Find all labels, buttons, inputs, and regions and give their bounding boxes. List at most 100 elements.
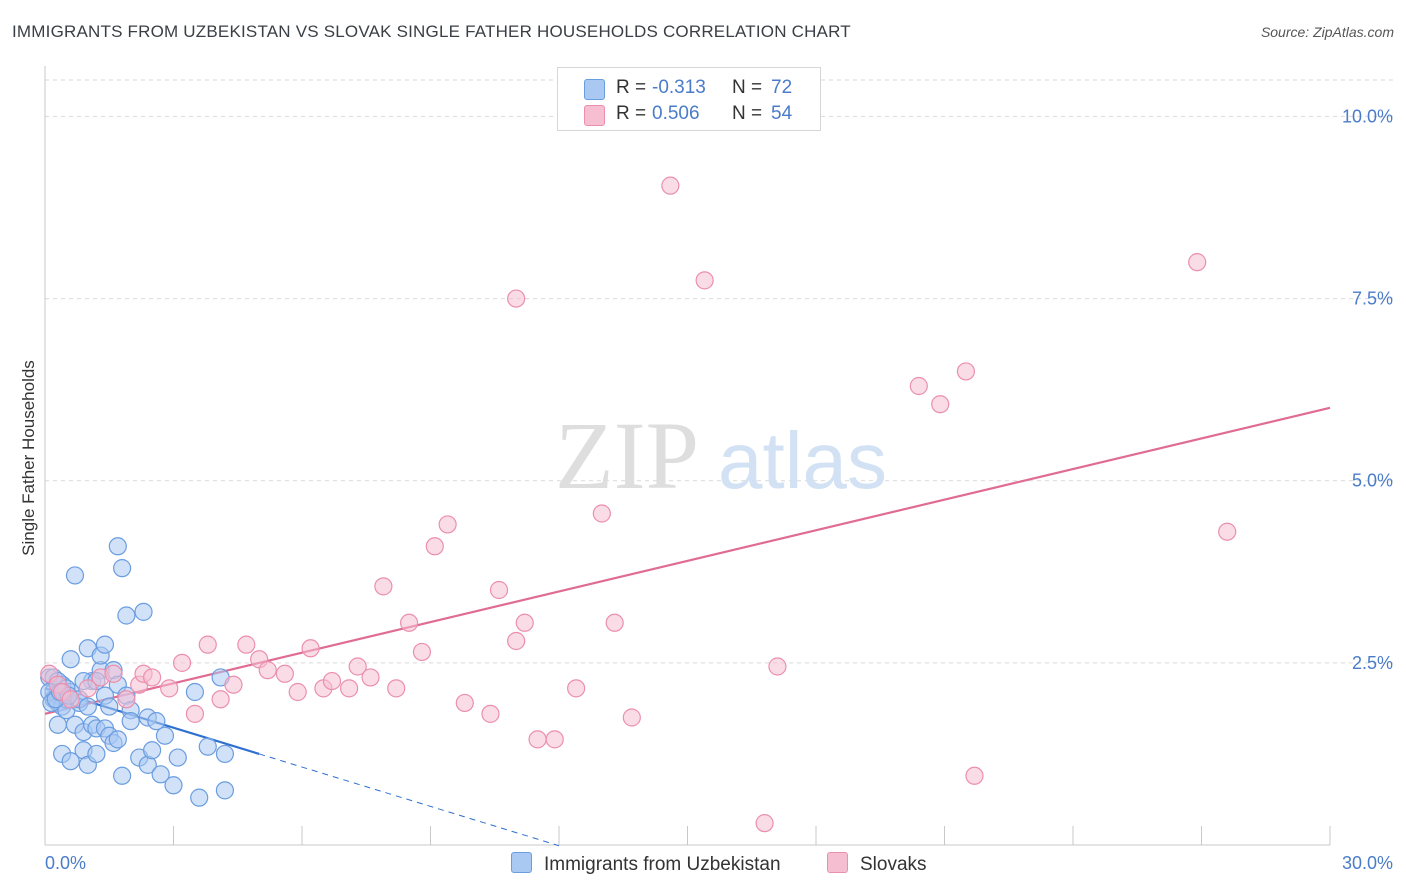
watermark-zip: ZIP: [555, 402, 699, 509]
point-slovak: [622, 708, 641, 727]
point-slovak: [507, 631, 526, 651]
point-slovak: [185, 704, 205, 723]
point-uzbekistan: [112, 766, 132, 785]
point-slovak: [340, 679, 359, 698]
y-tick-label: 7.5%: [1352, 289, 1393, 309]
point-slovak: [507, 289, 526, 308]
source-label: Source: ZipAtlas.com: [1260, 24, 1394, 40]
legend-r-label: R =: [616, 103, 647, 124]
point-uzbekistan: [61, 650, 80, 669]
point-uzbekistan: [190, 788, 209, 807]
point-slovak: [755, 814, 774, 833]
point-uzbekistan: [134, 602, 153, 621]
y-axis-label: Single Father Households: [19, 360, 38, 556]
point-slovak: [481, 704, 500, 723]
point-slovak: [438, 515, 457, 534]
legend-r-value: -0.313: [652, 77, 706, 98]
bottom-legend-label: Immigrants from Uzbekistan: [544, 854, 781, 875]
point-slovak: [224, 675, 243, 694]
point-uzbekistan: [215, 781, 234, 800]
x-tick-label: 30.0%: [1342, 853, 1393, 873]
point-uzbekistan: [117, 606, 136, 625]
point-slovak: [211, 690, 230, 709]
point-slovak: [412, 642, 432, 662]
legend-r-value: 0.506: [652, 103, 700, 124]
point-uzbekistan: [65, 566, 85, 585]
point-slovak: [374, 577, 393, 596]
point-uzbekistan: [100, 697, 119, 716]
point-uzbekistan: [185, 682, 205, 702]
point-uzbekistan: [112, 559, 132, 578]
point-slovak: [361, 668, 380, 687]
grid-lines: [45, 79, 1395, 664]
y-tick-label: 5.0%: [1352, 471, 1393, 491]
trend-line-uzbekistan-extension: [259, 753, 560, 847]
point-slovak: [117, 690, 136, 709]
point-uzbekistan: [108, 537, 127, 556]
point-slovak: [567, 679, 586, 698]
x-tick-label: 0.0%: [45, 853, 86, 873]
point-slovak: [104, 664, 123, 683]
point-uzbekistan: [78, 697, 97, 716]
point-slovak: [956, 362, 976, 381]
point-slovak: [258, 661, 277, 680]
point-slovak: [592, 504, 611, 523]
chart-title: IMMIGRANTS FROM UZBEKISTAN VS SLOVAK SIN…: [12, 22, 851, 41]
point-slovak: [768, 657, 787, 676]
point-slovak: [528, 730, 547, 749]
point-uzbekistan: [87, 744, 106, 764]
point-slovak: [399, 613, 419, 632]
point-slovak: [78, 679, 97, 698]
point-uzbekistan: [168, 748, 187, 767]
point-slovak: [288, 682, 307, 702]
point-slovak: [1188, 253, 1207, 272]
legend-n-label: N =: [732, 103, 763, 124]
point-slovak: [237, 635, 256, 654]
point-slovak: [142, 668, 162, 687]
point-uzbekistan: [108, 730, 127, 749]
point-slovak: [275, 664, 294, 683]
point-slovak: [661, 176, 680, 195]
bottom-legend-label: Slovaks: [860, 854, 927, 875]
point-uzbekistan: [121, 712, 140, 731]
y-tick-label: 2.5%: [1352, 653, 1393, 673]
point-slovak: [965, 766, 984, 785]
point-uzbekistan: [142, 741, 162, 760]
point-uzbekistan: [215, 744, 234, 764]
tick-labels: 2.5% 5.0% 7.5% 10.0% 0.0% 30.0%: [45, 106, 1393, 873]
legend-n-label: N =: [732, 77, 763, 98]
point-uzbekistan: [151, 765, 170, 784]
point-uzbekistan: [48, 715, 67, 734]
legend-swatch-blue: [584, 79, 605, 100]
legend-n-value: 72: [771, 77, 793, 98]
point-slovak: [387, 679, 406, 698]
bottom-legend-swatch-blue: [511, 852, 532, 873]
point-slovak: [545, 730, 564, 749]
point-uzbekistan: [147, 712, 166, 731]
point-slovak: [61, 690, 80, 709]
legend-n-value: 54: [771, 103, 793, 124]
axes: [44, 66, 1331, 846]
correlation-legend: R = -0.313 N = 72 R = 0.506 N = 54: [557, 67, 821, 131]
watermark-atlas: atlas: [718, 416, 887, 505]
point-slovak: [348, 657, 367, 676]
point-slovak: [931, 395, 950, 414]
point-uzbekistan: [198, 737, 217, 756]
legend-swatch-pink: [584, 105, 605, 126]
point-uzbekistan: [95, 635, 115, 654]
point-slovak: [695, 271, 714, 290]
point-uzbekistan: [164, 776, 183, 795]
point-slovak: [198, 635, 217, 654]
point-slovak: [425, 537, 444, 556]
point-slovak: [301, 639, 320, 658]
bottom-legend-slovaks: Slovaks: [827, 852, 927, 876]
point-slovak: [515, 613, 534, 632]
legend-r-label: R =: [616, 77, 647, 98]
point-uzbekistan: [61, 752, 80, 771]
point-slovak: [172, 653, 192, 672]
point-slovak: [909, 376, 928, 396]
data-points: [40, 176, 1237, 833]
point-slovak: [455, 693, 474, 713]
y-tick-label: 10.0%: [1342, 106, 1393, 126]
